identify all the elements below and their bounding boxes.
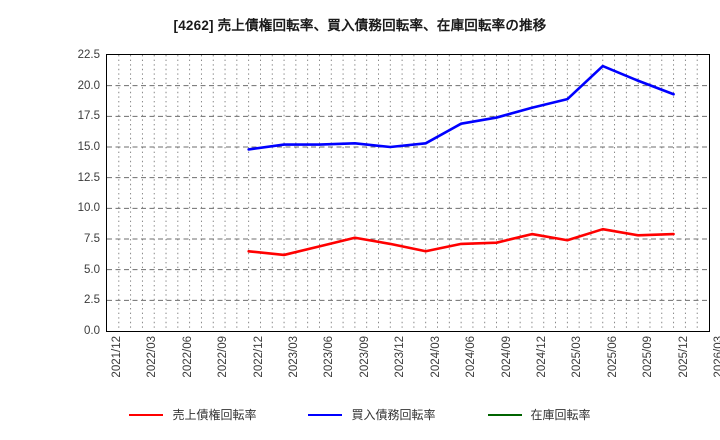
y-tick-label: 0.0 — [84, 325, 100, 337]
x-tick-label: 2023/12 — [394, 336, 407, 378]
legend-item[interactable]: 売上債権回転率 — [129, 406, 256, 423]
grid-lines — [107, 55, 709, 331]
x-tick-label: 2022/09 — [217, 336, 230, 378]
data-lines — [247, 64, 675, 257]
y-axis-tick-labels: 0.0 2.5 5.0 7.5 10.0 12.5 15.0 17.5 20.0 22.5 — [52, 49, 100, 337]
y-tick-label: 22.5 — [77, 49, 100, 61]
x-tick-label: 2026/03 — [713, 336, 720, 378]
legend-item[interactable]: 在庫回転率 — [487, 406, 591, 423]
y-tick-label: 15.0 — [77, 141, 100, 153]
chart-title: [4262] 売上債権回転率、買入債務回転率、在庫回転率の推移 — [173, 18, 547, 33]
y-tick-label: 5.0 — [84, 263, 100, 276]
legend-item[interactable]: 買入債務回転率 — [308, 406, 436, 423]
x-tick-label: 2022/06 — [181, 336, 194, 378]
legend-item-label: 在庫回転率 — [530, 408, 591, 422]
legend-item-label: 売上債権回転率 — [172, 408, 257, 422]
y-tick-label: 17.5 — [77, 110, 100, 123]
x-tick-label: 2021/12 — [111, 336, 123, 378]
series-line — [247, 227, 675, 257]
legend-item-label: 買入債務回転率 — [351, 408, 436, 422]
y-tick-label: 7.5 — [84, 233, 100, 245]
y-tick-label: 2.5 — [84, 294, 100, 307]
legend-line-swatch — [308, 413, 343, 416]
x-tick-label: 2023/09 — [358, 336, 371, 378]
x-tick-label: 2022/03 — [146, 336, 159, 378]
x-tick-label: 2024/12 — [535, 336, 548, 378]
y-tick-label: 12.5 — [77, 171, 100, 184]
x-tick-label: 2024/06 — [465, 336, 478, 378]
x-tick-label: 2023/06 — [323, 336, 336, 378]
x-tick-label: 2024/03 — [429, 336, 442, 378]
legend-line-swatch — [129, 413, 164, 416]
chart-legend: 売上債権回転率 買入債務回転率 在庫回転率 — [0, 406, 720, 423]
plot-area — [106, 54, 710, 332]
x-tick-label: 2022/12 — [252, 336, 265, 378]
x-tick-label: 2025/12 — [677, 336, 690, 378]
legend-line-swatch — [487, 413, 522, 416]
x-axis-tick-labels: 2021/12 2022/03 2022/06 2022/09 2022/12 2023/… — [106, 336, 720, 406]
series-line — [247, 64, 675, 151]
x-tick-label: 2025/06 — [606, 336, 619, 378]
y-tick-label: 10.0 — [77, 202, 100, 215]
x-tick-label: 2025/09 — [642, 336, 655, 378]
y-tick-label: 20.0 — [77, 79, 100, 92]
x-tick-label: 2024/09 — [500, 336, 513, 378]
x-tick-label: 2025/03 — [571, 336, 584, 378]
x-tick-label: 2023/03 — [288, 336, 301, 378]
